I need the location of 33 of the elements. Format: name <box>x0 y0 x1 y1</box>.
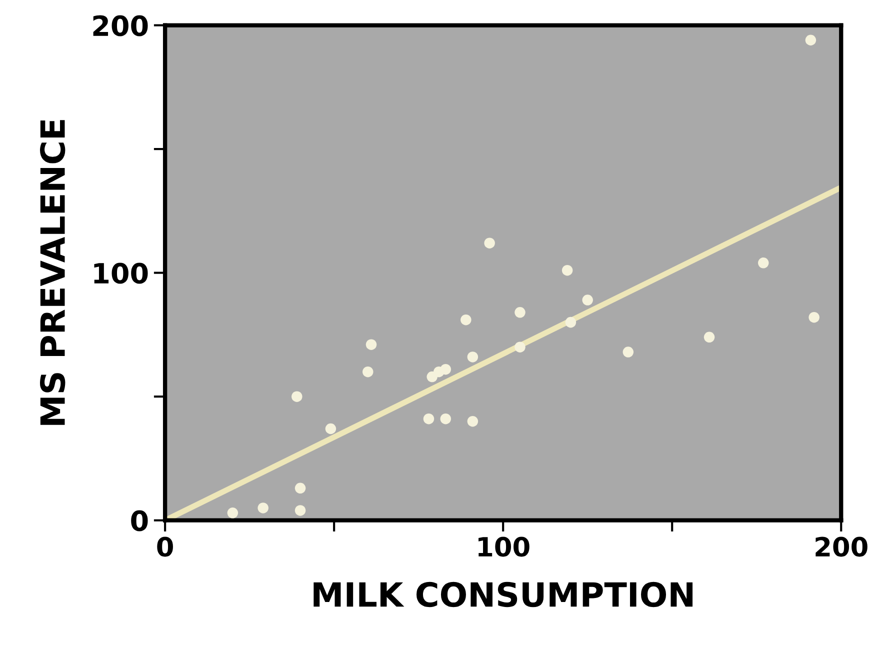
point <box>294 505 306 516</box>
point <box>294 482 306 494</box>
point <box>292 391 302 402</box>
x-axis-title: MILK CONSUMPTION <box>314 582 693 608</box>
x-tick-label: 100 <box>478 536 530 557</box>
point <box>484 238 495 248</box>
point <box>325 423 336 434</box>
point <box>514 342 526 352</box>
point <box>622 346 634 358</box>
point <box>440 413 452 424</box>
y-axis-title: MS PREVALENCE <box>40 120 66 425</box>
point <box>440 364 452 375</box>
point <box>362 366 374 378</box>
point <box>758 258 769 268</box>
point <box>460 314 472 326</box>
x-tick-label: 0 <box>157 536 173 557</box>
point <box>582 294 593 306</box>
point <box>565 316 576 328</box>
point <box>805 34 816 46</box>
point <box>562 264 573 276</box>
point <box>227 508 238 518</box>
point <box>423 413 434 424</box>
y-tick-label: 0 <box>131 510 148 532</box>
point <box>467 416 478 427</box>
point <box>467 352 478 362</box>
point <box>808 312 820 323</box>
x-tick-label: 200 <box>816 536 868 557</box>
point <box>366 339 377 350</box>
point <box>514 307 526 318</box>
y-tick-label: 200 <box>93 15 148 36</box>
y-tick-label: 100 <box>94 262 148 284</box>
point <box>704 332 715 343</box>
point <box>258 502 268 514</box>
